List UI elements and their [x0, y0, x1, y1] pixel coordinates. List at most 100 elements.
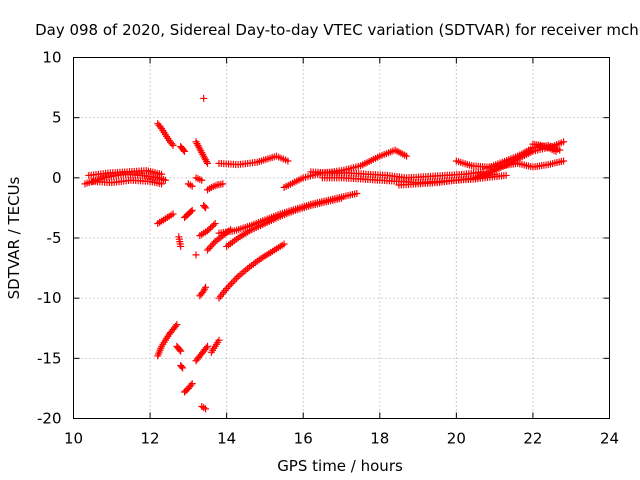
data-point — [202, 283, 210, 291]
data-point — [205, 244, 213, 252]
x-tick-label: 12 — [141, 430, 160, 448]
data-point — [231, 276, 239, 284]
series-s16 — [175, 233, 185, 250]
data-point — [181, 147, 189, 155]
data-point — [188, 182, 196, 190]
data-point — [156, 123, 164, 131]
data-point — [187, 208, 195, 216]
x-tick-label: 24 — [600, 430, 619, 448]
data-point — [198, 176, 206, 184]
data-point — [208, 241, 216, 249]
data-point — [211, 220, 219, 228]
x-tick-label: 22 — [523, 430, 542, 448]
x-tick-label: 10 — [64, 430, 83, 448]
series-s37 — [529, 140, 560, 155]
y-tick-label: -5 — [47, 229, 62, 247]
data-point — [172, 322, 180, 330]
y-tick-label: -10 — [37, 289, 62, 307]
series-s5 — [177, 143, 189, 155]
data-points — [81, 94, 568, 413]
series-s14 — [196, 283, 210, 300]
data-point — [168, 140, 176, 148]
data-point — [210, 239, 218, 247]
series-s18 — [192, 251, 200, 259]
data-point — [210, 221, 218, 229]
data-point — [161, 176, 169, 184]
data-point — [338, 194, 345, 202]
x-tick-label: 18 — [370, 430, 389, 448]
data-point — [178, 363, 186, 371]
data-point — [207, 243, 215, 251]
series-s9 — [173, 342, 185, 355]
series-s13 — [207, 336, 223, 356]
y-tick-label: -15 — [37, 349, 62, 367]
y-tick-label: 0 — [52, 169, 62, 187]
series-s30 — [280, 146, 411, 191]
data-point — [187, 381, 195, 389]
data-point — [280, 240, 288, 248]
data-point — [202, 344, 210, 352]
series-s24 — [196, 220, 219, 240]
data-point — [502, 171, 510, 179]
x-tick-label: 14 — [217, 430, 236, 448]
data-point — [177, 242, 185, 250]
series-s27 — [215, 240, 288, 302]
data-point — [219, 180, 227, 188]
data-point — [200, 94, 208, 102]
series-s8 — [154, 321, 181, 360]
data-point — [552, 147, 560, 155]
series-s29 — [223, 194, 345, 250]
series-s17 — [200, 202, 210, 212]
data-point — [403, 152, 411, 160]
data-point — [169, 141, 177, 149]
series-s6 — [154, 210, 177, 228]
series-s19 — [200, 94, 208, 102]
data-point — [223, 285, 231, 293]
data-point — [228, 279, 236, 287]
x-tick-label: 16 — [294, 430, 313, 448]
series-s12 — [192, 342, 211, 365]
data-point — [176, 346, 184, 354]
data-point — [204, 342, 211, 350]
gridlines — [73, 57, 610, 419]
data-point — [353, 189, 361, 197]
data-point — [215, 336, 223, 344]
data-point — [224, 283, 232, 291]
data-point — [169, 210, 177, 218]
series-s23 — [204, 180, 227, 194]
y-tick-label: 10 — [42, 49, 61, 67]
data-point — [202, 405, 210, 413]
series-s20 — [192, 138, 211, 167]
data-point — [180, 146, 188, 154]
series-s21 — [184, 180, 196, 190]
x-tick-label: 20 — [447, 430, 466, 448]
data-point — [202, 204, 210, 212]
data-point — [560, 157, 568, 165]
y-tick-label: -20 — [37, 410, 62, 428]
y-tick-label: 5 — [52, 109, 62, 127]
data-point — [204, 246, 211, 254]
y-tick-labels: -20 -15 -10 -5 0 5 10 — [37, 49, 62, 428]
series-s7 — [181, 206, 196, 222]
series-s26 — [215, 152, 292, 169]
series-s2 — [85, 167, 166, 179]
data-point — [158, 170, 166, 178]
data-point — [173, 321, 181, 329]
data-point — [192, 251, 200, 259]
data-point — [232, 274, 240, 282]
x-tick-labels: 10 12 14 16 18 20 22 24 — [64, 430, 619, 448]
data-point — [201, 203, 209, 211]
series-s11 — [181, 380, 196, 396]
data-point — [179, 364, 187, 372]
data-point — [229, 278, 237, 286]
series-s4 — [154, 120, 177, 149]
data-point — [188, 380, 196, 388]
data-point — [204, 159, 211, 167]
series-s22 — [192, 174, 206, 184]
axis-ticks — [73, 57, 610, 419]
data-point — [284, 157, 292, 165]
series-s3 — [89, 176, 166, 188]
series-s15 — [198, 402, 210, 413]
x-axis-label: GPS time / hours — [277, 457, 403, 475]
